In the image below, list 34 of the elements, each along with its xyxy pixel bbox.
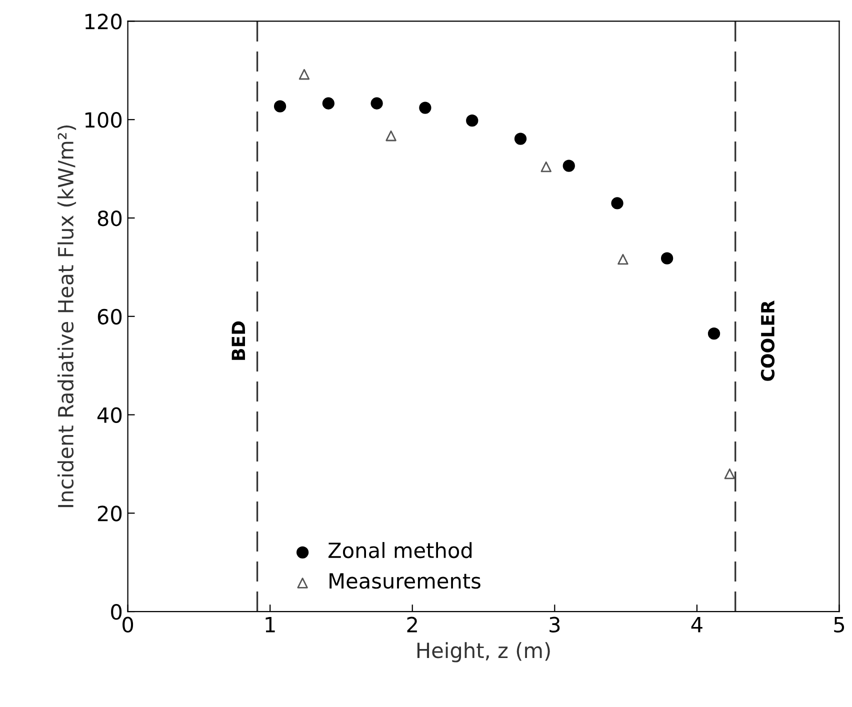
x-axis-title: Height, z (m) bbox=[417, 642, 550, 662]
point bbox=[370, 97, 383, 110]
ref-line-label: BED bbox=[232, 321, 245, 360]
point bbox=[618, 254, 628, 265]
legend-label: Zonal method bbox=[328, 542, 472, 558]
point bbox=[540, 161, 552, 172]
y-tick-label: 120 bbox=[85, 14, 122, 30]
y-tick-label: 40 bbox=[97, 407, 122, 423]
x-tick-label: 0 bbox=[122, 616, 134, 633]
ref-line-label: COOLER bbox=[760, 300, 775, 381]
legend-label: Measurements bbox=[330, 573, 480, 589]
point bbox=[298, 68, 310, 80]
point bbox=[562, 160, 575, 172]
x-tick-label: 5 bbox=[834, 617, 844, 633]
point bbox=[708, 328, 720, 340]
x-tick-label: 3 bbox=[550, 616, 560, 633]
point bbox=[466, 114, 478, 127]
point bbox=[322, 97, 334, 110]
x-tick-label: 1 bbox=[266, 617, 275, 632]
y-tick-label: 100 bbox=[85, 112, 122, 128]
point bbox=[419, 102, 432, 114]
y-tick-label: 0 bbox=[111, 604, 122, 620]
x-tick-label: 2 bbox=[407, 616, 417, 632]
y-tick-label: 20 bbox=[98, 506, 122, 522]
point bbox=[386, 130, 396, 142]
x-tick-label: 4 bbox=[691, 617, 702, 632]
point bbox=[611, 197, 624, 210]
y-tick-label: 60 bbox=[98, 308, 122, 325]
y-axis-title: Incident Radiative Heat Flux (kW/m²) bbox=[57, 125, 76, 508]
point bbox=[660, 252, 674, 264]
point bbox=[274, 100, 286, 112]
point bbox=[514, 132, 527, 145]
y-tick-label: 80 bbox=[98, 210, 122, 226]
point bbox=[724, 468, 736, 480]
